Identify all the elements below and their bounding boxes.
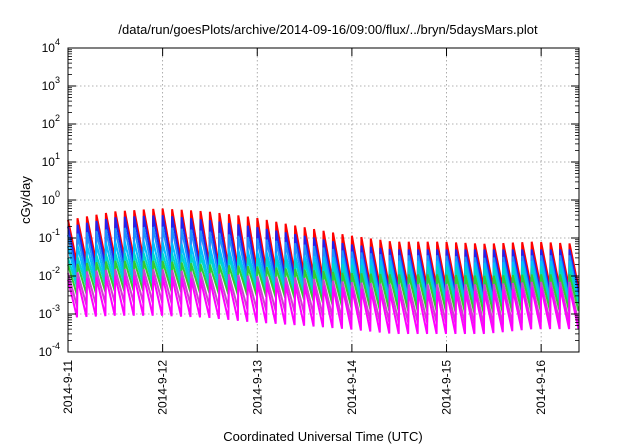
- x-axis-label: Coordinated Universal Time (UTC): [223, 429, 422, 444]
- y-tick-label: 102: [42, 113, 60, 131]
- x-tick-label: 2014-9-15: [440, 360, 454, 415]
- y-tick-label: 101: [42, 151, 60, 169]
- x-tick-label: 2014-9-16: [534, 360, 548, 415]
- y-tick-label: 104: [42, 37, 60, 55]
- y-tick-label: 10-2: [39, 265, 60, 283]
- axis-ticks: [67, 47, 579, 353]
- series-layer: [67, 208, 580, 335]
- y-tick-label: 10-4: [39, 341, 60, 359]
- y-tick-labels: 104 103 102 101 100 10-1 10-2 10-3 10-4: [39, 37, 60, 359]
- y-tick-label: 103: [42, 75, 60, 93]
- x-tick-label: 2014-9-13: [250, 360, 264, 415]
- y-axis-label: cGy/day: [18, 176, 33, 224]
- y-tick-label: 10-3: [39, 303, 60, 321]
- x-tick-labels: 2014-9-11 2014-9-12 2014-9-13 2014-9-14 2014…: [61, 360, 548, 415]
- y-tick-label: 100: [42, 189, 60, 207]
- x-tick-label: 2014-9-14: [345, 360, 359, 415]
- series-line-7: [67, 275, 580, 335]
- y-tick-label: 10-1: [39, 227, 60, 245]
- x-tick-label: 2014-9-12: [156, 360, 170, 415]
- chart-title: /data/run/goesPlots/archive/2014-09-16/0…: [118, 22, 538, 37]
- x-tick-label: 2014-9-11: [61, 360, 75, 414]
